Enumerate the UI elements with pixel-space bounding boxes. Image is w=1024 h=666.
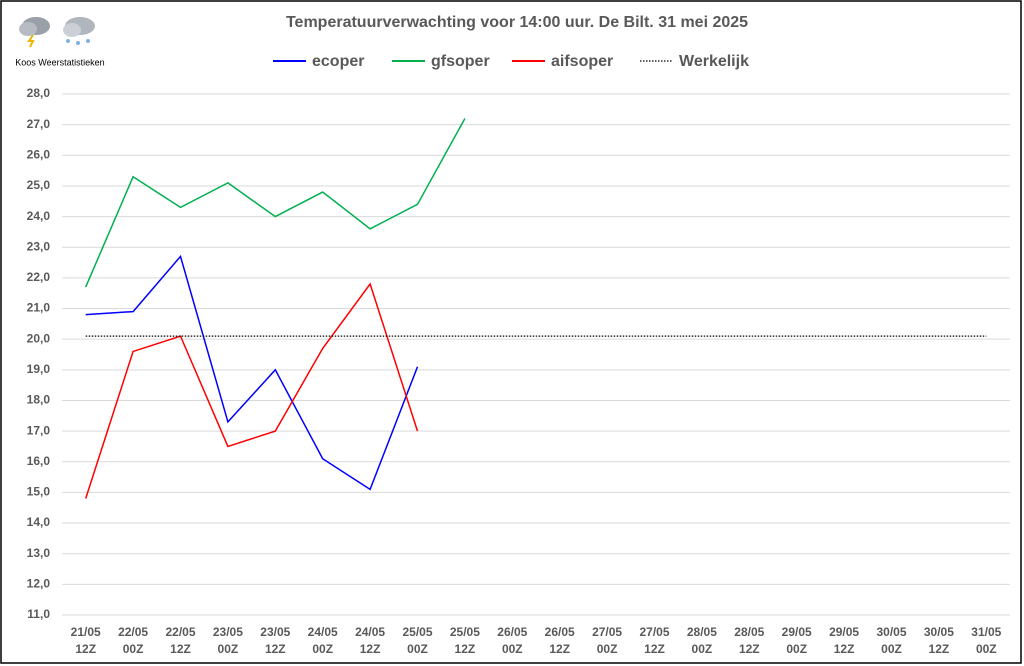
y-tick-label: 24,0	[27, 209, 51, 223]
series-line	[85, 254, 419, 491]
x-tick-label: 28/05 12Z	[734, 625, 765, 656]
series-line	[84, 282, 419, 499]
y-tick-label: 11,0	[27, 607, 50, 621]
y-tick-label: 14,0	[27, 515, 51, 529]
y-tick-label: 19,0	[27, 362, 51, 376]
y-tick-label: 27,0	[27, 117, 51, 131]
y-tick-label: 13,0	[27, 546, 51, 560]
chart-title: Temperatuurverwachting voor 14:00 uur. D…	[286, 14, 748, 31]
x-tick-label: 26/05 00Z	[497, 625, 528, 656]
x-tick-label: 30/05 00Z	[876, 625, 907, 656]
x-tick-label: 30/05 12Z	[923, 625, 954, 656]
y-tick-label: 21,0	[27, 301, 51, 315]
x-tick-label: 29/05 12Z	[829, 625, 860, 656]
x-tick-label: 23/05 00Z	[212, 625, 243, 656]
y-tick-label: 16,0	[27, 454, 51, 468]
x-tick-label: 25/05 00Z	[402, 625, 433, 656]
y-tick-label: 26,0	[27, 147, 51, 161]
logo-icons	[19, 17, 95, 48]
x-tick-label: 22/05 12Z	[165, 625, 196, 656]
y-tick-label: 23,0	[27, 239, 51, 253]
x-tick-label: 23/05 12Z	[260, 625, 291, 656]
y-tick-label: 12,0	[27, 577, 51, 591]
x-tick-label: 27/05 00Z	[592, 625, 623, 656]
x-tick-label: 25/05 12Z	[449, 625, 480, 656]
y-tick-label: 28,0	[27, 86, 51, 100]
series-line	[85, 118, 466, 288]
x-tick-label: 21/05 12Z	[70, 625, 101, 656]
y-tick-label: 25,0	[27, 178, 51, 192]
x-tick-label: 27/05 12Z	[639, 625, 670, 656]
x-tick-label: 26/05 12Z	[544, 625, 575, 656]
legend-label: aifsoper	[551, 53, 613, 70]
x-tick-label: 31/05 00Z	[971, 625, 1002, 656]
y-tick-label: 22,0	[27, 270, 51, 284]
x-tick-label: 28/05 00Z	[686, 625, 717, 656]
x-tick-label: 24/05 00Z	[307, 625, 338, 656]
x-tick-label: 22/05 00Z	[118, 625, 149, 656]
y-tick-label: 17,0	[27, 423, 51, 437]
y-tick-label: 15,0	[27, 485, 51, 499]
legend-label: Werkelijk	[679, 53, 749, 70]
y-tick-label: 18,0	[27, 393, 51, 407]
x-tick-label: 29/05 00Z	[781, 625, 812, 656]
legend-label: ecoper	[312, 53, 364, 70]
logo-text: Koos Weerstatistieken	[15, 57, 104, 67]
legend-label: gfsoper	[431, 53, 490, 70]
y-tick-label: 20,0	[27, 331, 51, 345]
x-tick-label: 24/05 12Z	[355, 625, 386, 656]
